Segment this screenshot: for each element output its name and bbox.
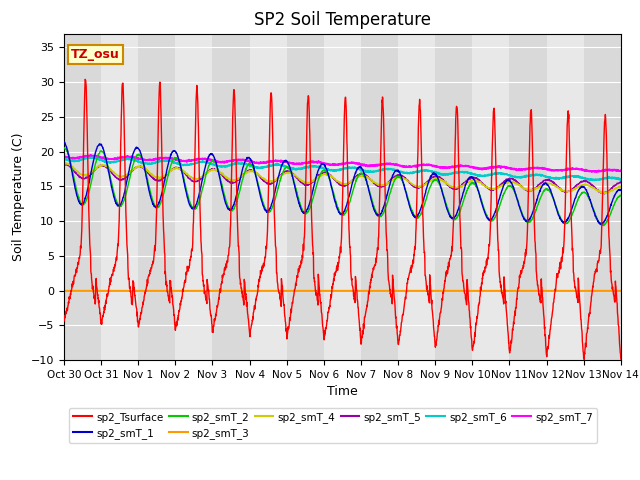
Text: TZ_osu: TZ_osu <box>71 48 120 61</box>
Y-axis label: Soil Temperature (C): Soil Temperature (C) <box>12 132 26 261</box>
Bar <box>287 34 324 360</box>
Bar <box>509 34 547 360</box>
Title: SP2 Soil Temperature: SP2 Soil Temperature <box>254 11 431 29</box>
Bar <box>64 34 101 360</box>
Bar <box>138 34 175 360</box>
X-axis label: Time: Time <box>327 385 358 398</box>
Bar <box>212 34 250 360</box>
Bar <box>361 34 398 360</box>
Bar <box>584 34 621 360</box>
Legend: sp2_Tsurface, sp2_smT_1, sp2_smT_2, sp2_smT_3, sp2_smT_4, sp2_smT_5, sp2_smT_6, : sp2_Tsurface, sp2_smT_1, sp2_smT_2, sp2_… <box>69 408 597 443</box>
Bar <box>435 34 472 360</box>
